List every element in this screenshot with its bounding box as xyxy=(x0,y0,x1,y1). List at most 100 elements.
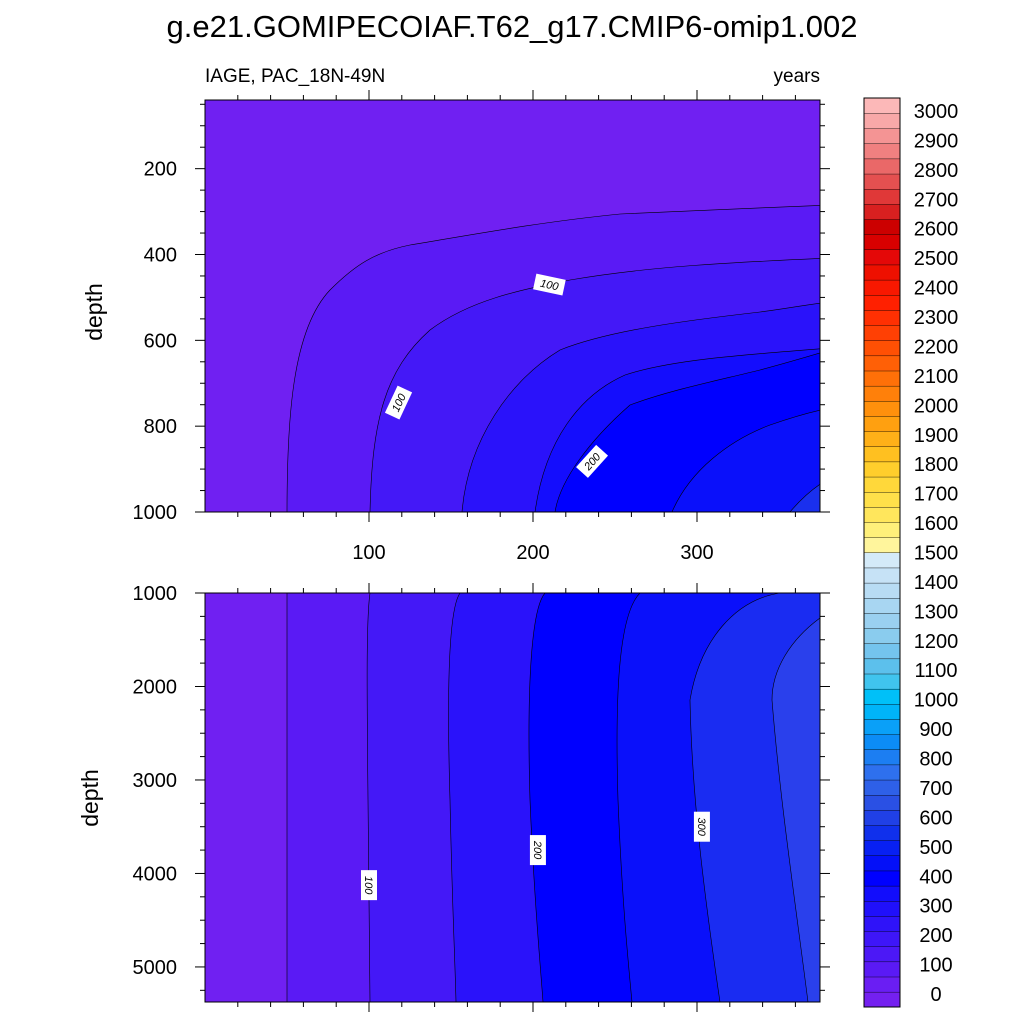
colorbar-swatch xyxy=(863,643,901,660)
colorbar-label: 2000 xyxy=(914,395,959,417)
colorbar-label: 300 xyxy=(919,896,952,918)
colorbar-frame xyxy=(863,97,901,1008)
colorbar-label: 2900 xyxy=(914,130,959,152)
colorbar-swatch xyxy=(863,218,901,235)
colorbar-label: 2600 xyxy=(914,219,959,241)
colorbar-swatch xyxy=(863,628,901,644)
colorbar-label: 3000 xyxy=(914,101,959,123)
colorbar-swatch xyxy=(863,128,901,144)
colorbar-swatch xyxy=(863,582,901,599)
subtitle-right: years xyxy=(774,66,820,87)
colorbar-swatch xyxy=(863,658,901,675)
colorbar-label: 1000 xyxy=(914,690,959,712)
colorbar-swatch xyxy=(863,779,901,796)
lower-y-tick-label: 2000 xyxy=(133,676,178,698)
colorbar-label: 1600 xyxy=(914,513,959,535)
contour-label-text: 200 xyxy=(531,840,543,860)
upper-y-tick-label: 1000 xyxy=(133,502,178,524)
colorbar-label: 600 xyxy=(919,807,952,829)
upper-band-6 xyxy=(671,409,820,512)
colorbar-swatch xyxy=(863,400,901,417)
colorbar-label: 800 xyxy=(919,749,952,771)
colorbar-swatch xyxy=(863,809,901,826)
colorbar-swatch xyxy=(863,900,901,917)
colorbar-swatch xyxy=(863,476,901,493)
figure-title: g.e21.GOMIPECOIAF.T62_g17.CMIP6-omip1.00… xyxy=(167,9,858,44)
colorbar-swatch xyxy=(863,946,901,963)
colorbar-swatch xyxy=(863,734,901,750)
colorbar-swatch xyxy=(863,112,901,129)
colorbar-swatch xyxy=(863,961,901,978)
contour-label-box xyxy=(529,835,546,866)
colorbar-swatch xyxy=(863,309,901,326)
upper-y-tick-label: 200 xyxy=(144,159,177,181)
colorbar-swatch xyxy=(863,264,901,281)
contour-label-text: 100 xyxy=(362,876,374,895)
colorbar-swatch xyxy=(863,234,901,251)
upper-contour-label: 100 xyxy=(384,385,413,420)
colorbar-label: 2800 xyxy=(914,160,959,182)
colorbar-swatch xyxy=(863,325,901,341)
colorbar-swatch xyxy=(863,855,901,872)
colorbar-label: 200 xyxy=(919,925,952,947)
lower-contour-label: 100 xyxy=(361,870,377,901)
upper-y-axis-label: depth xyxy=(81,283,107,341)
colorbar-label: 1300 xyxy=(914,601,959,623)
colorbar-swatch xyxy=(863,749,901,766)
colorbar-swatch xyxy=(863,173,901,190)
colorbar-swatch xyxy=(863,567,901,584)
upper-band-7 xyxy=(789,483,820,512)
upper-ticks: 100 200 300 200 400 600 800 1000 xyxy=(133,90,830,564)
colorbar-swatch xyxy=(863,355,901,372)
upper-contour-label: 100 xyxy=(533,273,566,296)
colorbar-swatch xyxy=(863,446,901,463)
contour-label-box xyxy=(533,273,566,296)
colorbar-swatch xyxy=(863,915,901,932)
upper-y-tick-label: 400 xyxy=(144,245,177,267)
colorbar-swatch xyxy=(863,703,901,720)
colorbar-label: 1400 xyxy=(914,572,959,594)
subtitle-left: IAGE, PAC_18N-49N xyxy=(205,66,385,87)
lower-y-tick-label: 3000 xyxy=(133,770,178,792)
colorbar-swatch xyxy=(863,537,901,553)
colorbar-swatch xyxy=(863,522,901,538)
colorbar-swatch xyxy=(863,431,901,447)
colorbar-label: 1200 xyxy=(914,631,959,653)
colorbar-swatch xyxy=(863,97,901,114)
colorbar-swatch xyxy=(863,794,901,811)
colorbar-swatch xyxy=(863,688,901,705)
colorbar-swatch xyxy=(863,340,901,357)
contour-label-text: 300 xyxy=(695,818,707,837)
contour-label-box xyxy=(384,385,413,420)
contour-label-text: 100 xyxy=(539,278,560,294)
colorbar-label: 500 xyxy=(919,837,952,859)
lower-ticks: 1000 2000 3000 4000 5000 xyxy=(133,583,830,1012)
colorbar-swatch xyxy=(863,840,901,856)
upper-panel xyxy=(205,100,820,512)
colorbar-swatch xyxy=(863,461,901,478)
colorbar-swatch xyxy=(863,506,901,523)
lower-band-7 xyxy=(771,617,820,1002)
colorbar-swatch xyxy=(863,885,901,902)
colorbar-swatch xyxy=(863,370,901,387)
lower-contour-label: 300 xyxy=(693,811,710,842)
colorbar-swatch xyxy=(863,597,901,614)
colorbar-label: 2200 xyxy=(914,336,959,358)
colorbar-swatch xyxy=(863,991,901,1008)
lower-y-tick-label: 4000 xyxy=(133,863,178,885)
colorbar-swatch xyxy=(863,491,901,508)
colorbar-swatch xyxy=(863,673,901,690)
colorbar-swatch xyxy=(863,249,901,266)
lower-plot-frame xyxy=(204,592,821,1003)
colorbar-label: 0 xyxy=(930,984,941,1006)
upper-x-tick-label: 300 xyxy=(680,542,713,564)
colorbar-swatch xyxy=(863,279,901,296)
lower-y-tick-label: 5000 xyxy=(133,957,178,979)
lower-contour-label: 200 xyxy=(529,835,546,866)
lower-contour-labels: 100 200 300 xyxy=(361,811,710,901)
colorbar-swatch xyxy=(863,203,901,220)
colorbar-swatch xyxy=(863,552,901,569)
colorbar-label: 1700 xyxy=(914,484,959,506)
colorbar-label: 2400 xyxy=(914,278,959,300)
colorbar-swatch xyxy=(863,188,901,205)
